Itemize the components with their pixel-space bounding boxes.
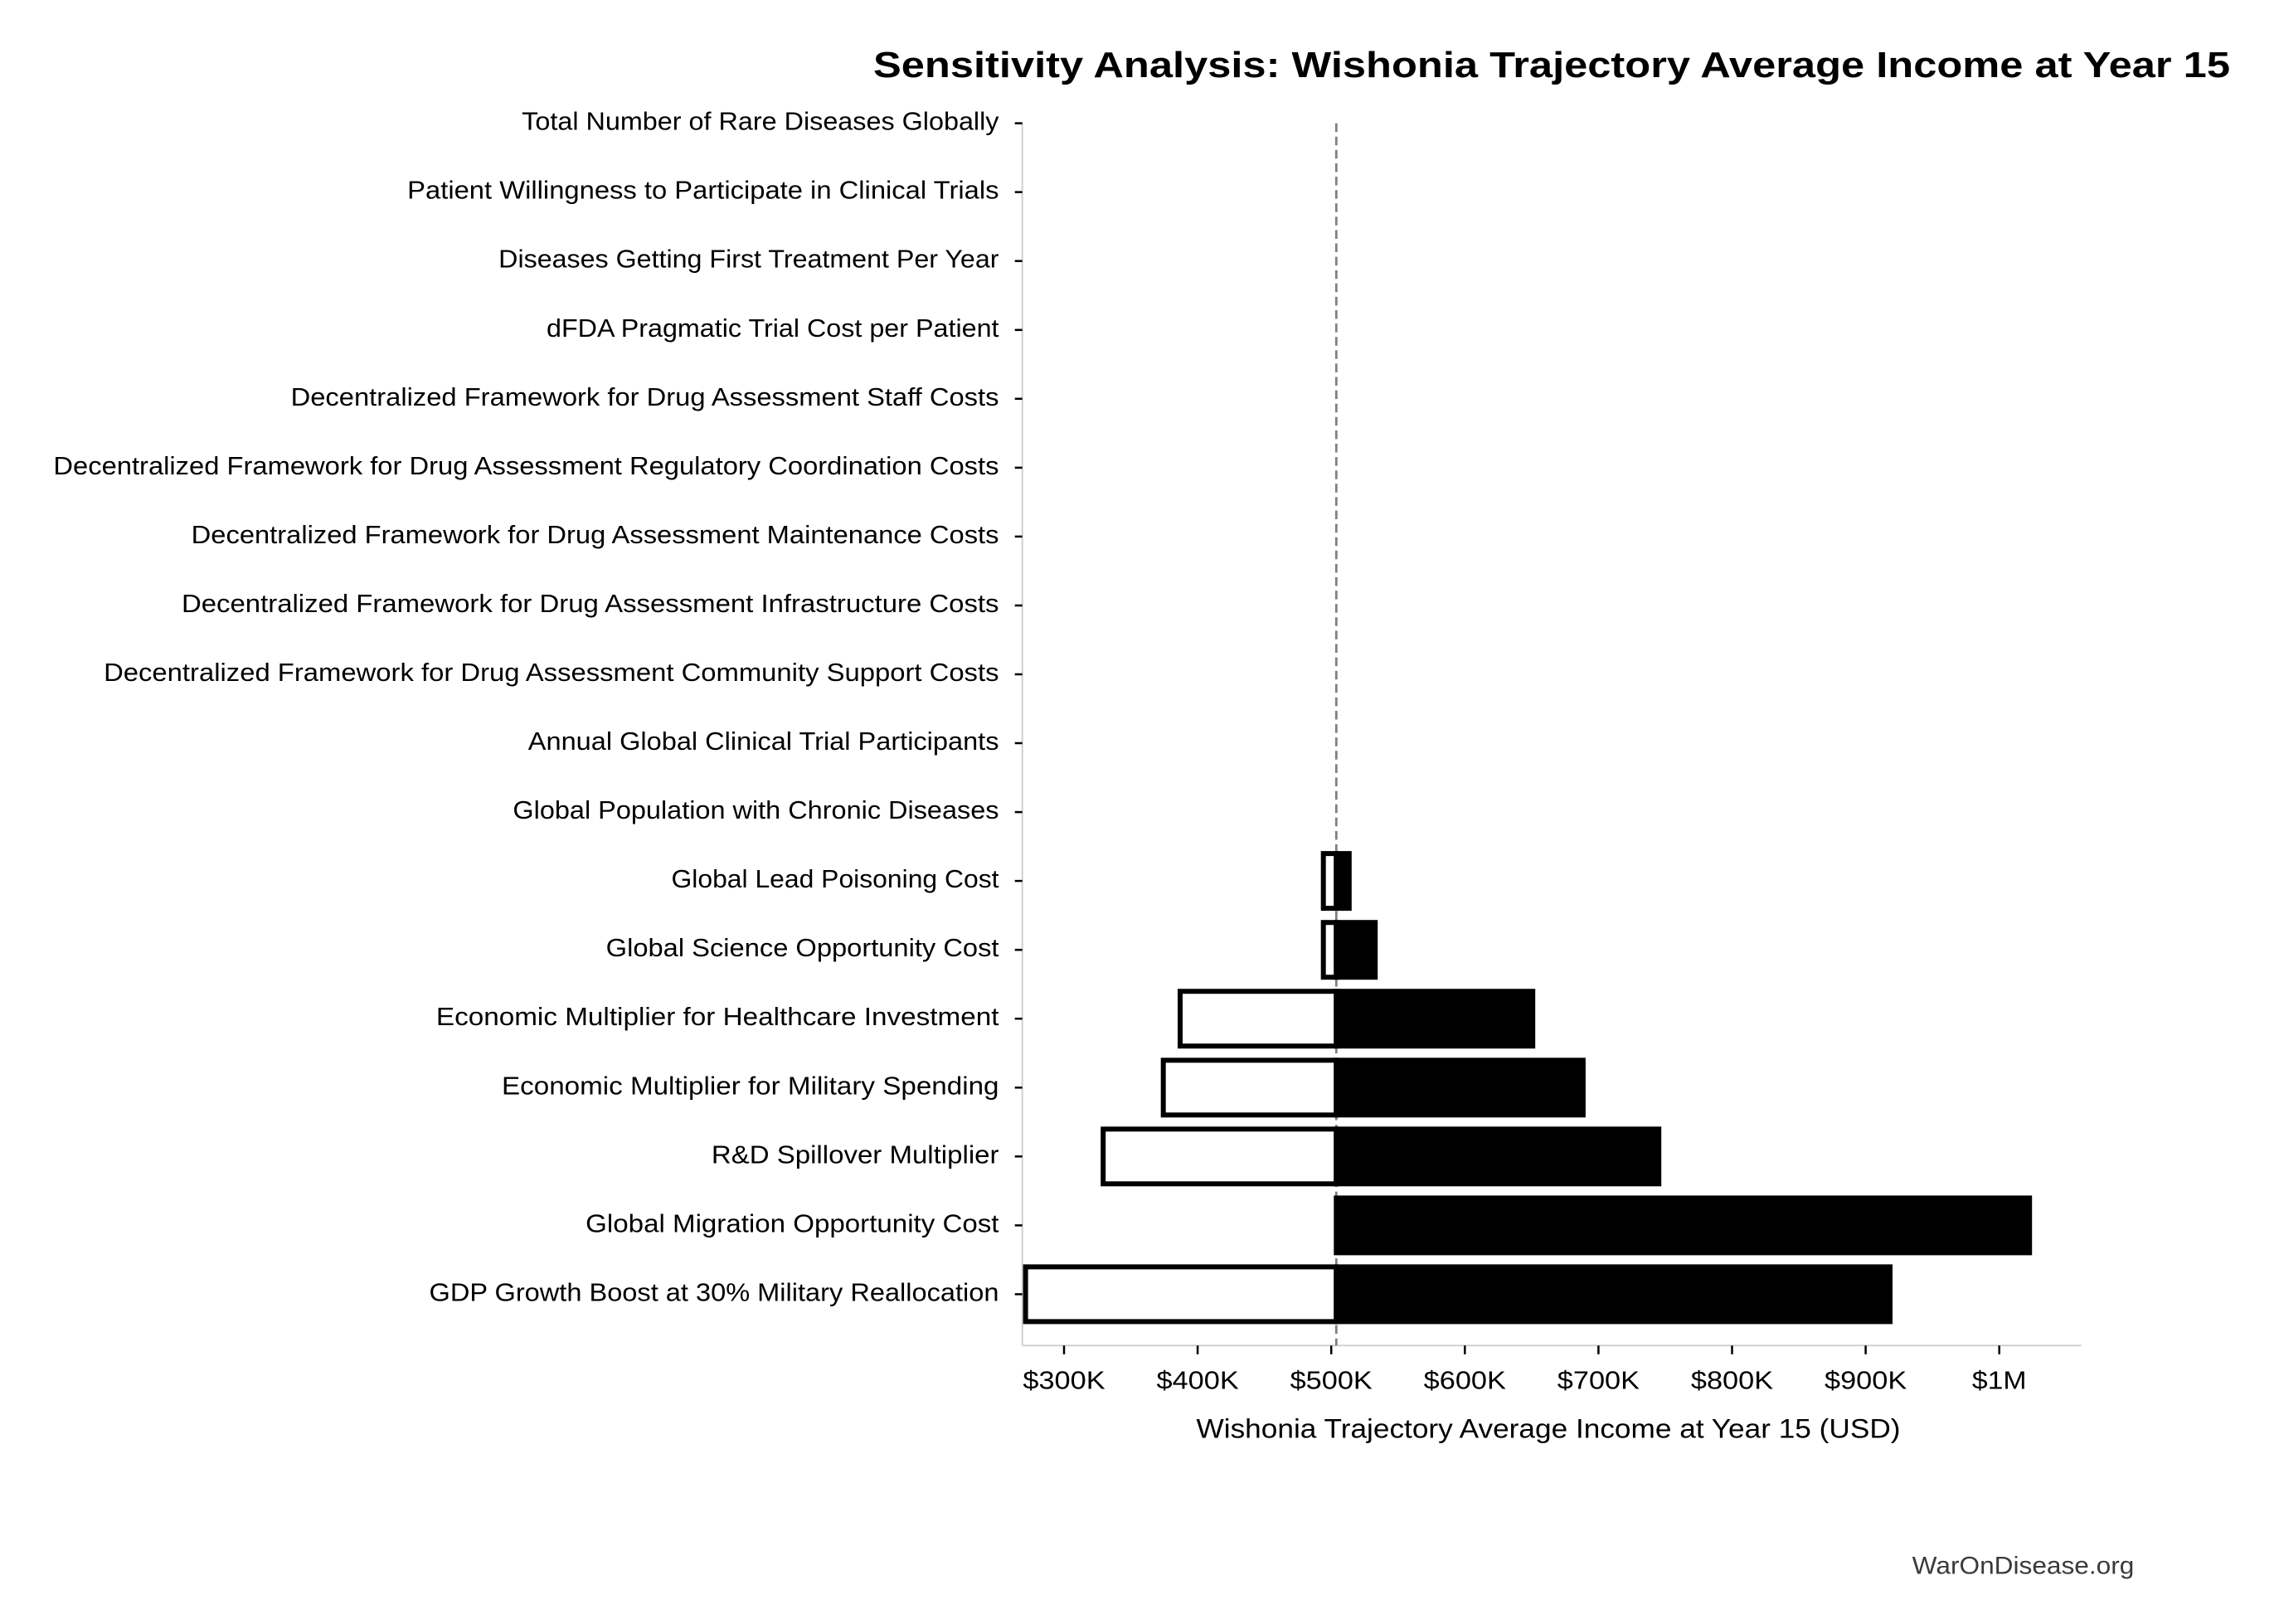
svg-text:Economic Multiplier for Milita: Economic Multiplier for Military Spendin… xyxy=(502,1071,999,1100)
svg-text:Decentralized Framework for Dr: Decentralized Framework for Drug Assessm… xyxy=(182,589,999,618)
svg-text:Global Migration Opportunity C: Global Migration Opportunity Cost xyxy=(586,1208,999,1237)
svg-text:Global Population with Chronic: Global Population with Chronic Diseases xyxy=(513,795,999,824)
svg-text:R&D Spillover Multiplier: R&D Spillover Multiplier xyxy=(712,1140,999,1169)
svg-text:GDP Growth Boost at 30% Milita: GDP Growth Boost at 30% Military Realloc… xyxy=(430,1277,999,1306)
svg-text:$700K: $700K xyxy=(1557,1366,1640,1395)
svg-text:Decentralized Framework for Dr: Decentralized Framework for Drug Assessm… xyxy=(192,520,999,549)
svg-text:Global Science Opportunity Cos: Global Science Opportunity Cost xyxy=(606,933,999,962)
svg-text:Decentralized Framework for Dr: Decentralized Framework for Drug Assessm… xyxy=(104,658,999,687)
svg-text:Global Lead Poisoning Cost: Global Lead Poisoning Cost xyxy=(672,864,999,893)
svg-text:$300K: $300K xyxy=(1023,1366,1105,1395)
svg-text:$500K: $500K xyxy=(1290,1366,1373,1395)
svg-text:WarOnDisease.org: WarOnDisease.org xyxy=(1912,1553,2135,1580)
svg-text:$400K: $400K xyxy=(1157,1366,1240,1395)
svg-text:Annual Global Clinical Trial P: Annual Global Clinical Trial Participant… xyxy=(528,727,999,756)
svg-text:dFDA Pragmatic Trial Cost per: dFDA Pragmatic Trial Cost per Patient xyxy=(547,314,999,343)
svg-text:Total Number of Rare Diseases: Total Number of Rare Diseases Globally xyxy=(522,107,999,136)
svg-text:$800K: $800K xyxy=(1691,1366,1774,1395)
svg-text:Patient Willingness to Partici: Patient Willingness to Participate in Cl… xyxy=(407,176,999,205)
svg-text:Sensitivity Analysis: Wishonia: Sensitivity Analysis: Wishonia Trajector… xyxy=(873,46,2230,85)
svg-text:Decentralized Framework for Dr: Decentralized Framework for Drug Assessm… xyxy=(53,451,999,480)
svg-text:Decentralized Framework for Dr: Decentralized Framework for Drug Assessm… xyxy=(291,382,999,411)
svg-text:$900K: $900K xyxy=(1825,1366,1907,1395)
svg-text:Economic Multiplier for Health: Economic Multiplier for Healthcare Inves… xyxy=(436,1002,999,1031)
svg-text:Diseases Getting First Treatme: Diseases Getting First Treatment Per Yea… xyxy=(498,245,999,274)
svg-text:$600K: $600K xyxy=(1424,1366,1507,1395)
svg-text:Wishonia Trajectory Average In: Wishonia Trajectory Average Income at Ye… xyxy=(1197,1414,1901,1444)
svg-text:$1M: $1M xyxy=(1972,1366,2027,1395)
